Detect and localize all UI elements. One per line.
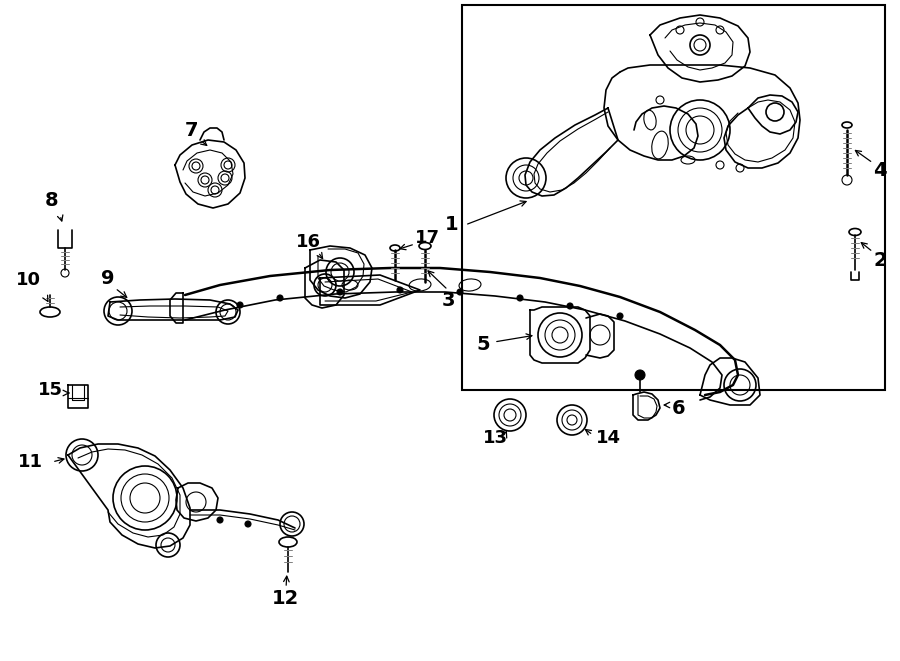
Text: 12: 12 xyxy=(272,588,299,607)
Circle shape xyxy=(337,289,343,295)
Text: 2: 2 xyxy=(873,251,886,270)
Circle shape xyxy=(245,521,251,527)
Text: 16: 16 xyxy=(295,233,320,251)
Text: 9: 9 xyxy=(101,268,115,288)
Circle shape xyxy=(517,295,523,301)
Circle shape xyxy=(567,303,573,309)
Circle shape xyxy=(635,370,645,380)
Text: 7: 7 xyxy=(185,120,199,139)
Text: 5: 5 xyxy=(476,336,490,354)
Text: 8: 8 xyxy=(45,190,58,210)
Circle shape xyxy=(457,289,463,295)
Text: 6: 6 xyxy=(672,399,686,418)
Text: 3: 3 xyxy=(441,290,454,309)
Circle shape xyxy=(277,295,283,301)
Text: 1: 1 xyxy=(446,215,459,235)
Text: 10: 10 xyxy=(15,271,40,289)
Circle shape xyxy=(617,313,623,319)
Circle shape xyxy=(217,517,223,523)
Text: 4: 4 xyxy=(873,161,886,180)
Text: 15: 15 xyxy=(38,381,62,399)
Bar xyxy=(462,5,885,390)
Text: 11: 11 xyxy=(17,453,42,471)
Circle shape xyxy=(237,302,243,308)
Text: 13: 13 xyxy=(482,429,508,447)
Text: 14: 14 xyxy=(596,429,621,447)
Circle shape xyxy=(397,287,403,293)
Text: 17: 17 xyxy=(415,229,440,247)
